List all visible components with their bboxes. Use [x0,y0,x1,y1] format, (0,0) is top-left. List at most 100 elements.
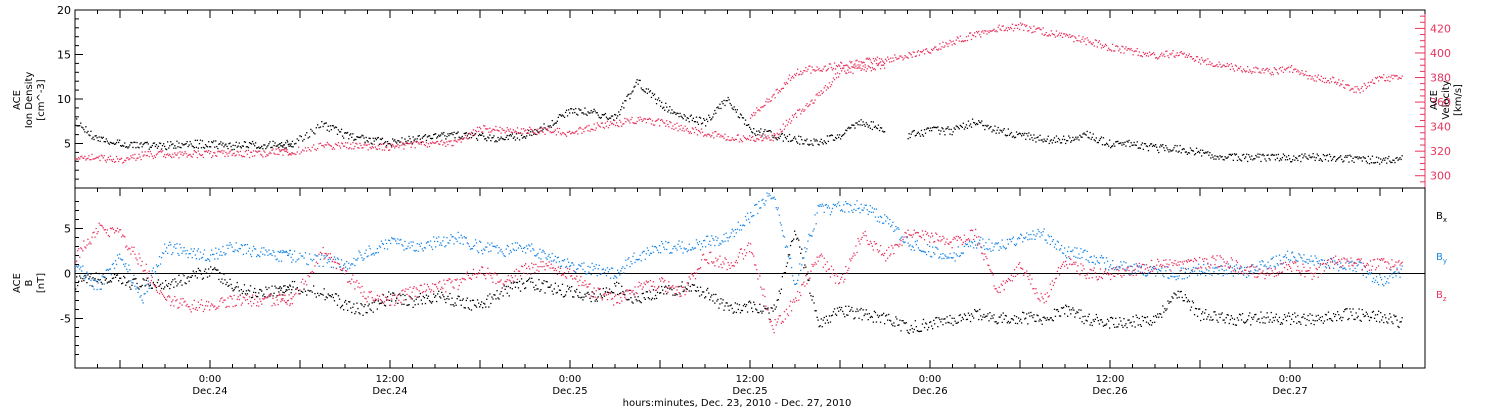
b-series-0-point [284,285,286,287]
b-series-0-point [1083,322,1085,325]
b-series-0-point [1021,322,1023,324]
b-series-1-point [451,236,453,238]
b-series-0-point [1246,320,1248,322]
b-series-0-point [1025,317,1027,319]
b-series-0-point [363,306,365,308]
top-series-1-point [513,131,516,133]
b-series-0-point [130,288,132,290]
b-series-1-point [944,254,946,256]
top-series-3-point [1338,157,1340,159]
b-series-0-point [579,291,581,294]
top-series-2-point [1304,73,1306,76]
top-series-1-point [182,154,184,156]
top-series-0-point [91,138,93,140]
b-series-0-point [338,298,341,300]
b-series-0-point [311,291,313,293]
b-series-0-point [1079,317,1081,319]
top-series-2-point [911,56,913,58]
top-series-1-point [516,127,519,129]
b-series-0-point [1028,312,1030,314]
top-series-1-point [576,130,578,132]
b-series-0-point [952,324,954,326]
top-series-0-point [396,142,398,144]
top-series-3-point [1163,147,1165,149]
b-series-1-point [523,247,525,249]
top-series-2-point [804,70,806,72]
top-series-3-point [1262,153,1264,155]
top-series-1-point [217,151,219,153]
top-series-1-point [265,155,267,158]
b-series-0-point [1196,315,1199,317]
b-series-0-point [108,281,111,283]
top-series-1-point [324,144,326,146]
b-series-1-point [609,277,612,279]
b-series-1-point [914,240,916,243]
top-series-3-point [1101,144,1104,146]
top-series-2-point [1305,70,1307,73]
b-series-1-point [797,279,799,281]
top-series-0-point [597,114,599,116]
top-series-3-point [1300,160,1302,163]
top-series-2-point [1278,68,1281,70]
top-series-2-point [835,65,838,67]
b-series-0-point [79,275,81,277]
b-series-0-point [791,240,794,242]
b-series-0-point [998,316,1000,318]
b-series-0-point [715,293,717,296]
b-series-0-point [1266,312,1268,314]
top-series-3-point [1301,153,1303,155]
b-series-1-point [586,272,588,275]
top-series-0-point [283,144,285,146]
top-series-3-point [1110,147,1112,149]
b-series-0-point [675,293,677,295]
top-series-3-point [1235,153,1238,155]
top-series-0-point [182,144,184,146]
top-series-1-point [599,126,601,128]
top-series-0-point [404,138,406,140]
b-series-1-point [307,264,309,266]
top-series-2-point [1283,68,1286,70]
top-series-0-point [723,99,725,102]
top-series-1-point [608,124,611,126]
b-series-0-point [543,280,545,282]
b-series-0-point [1135,314,1137,316]
top-series-0-point [388,143,390,145]
top-series-2-point [899,55,901,57]
b-series-0-point [642,292,644,294]
b-series-1-point [854,203,856,206]
top-series-1-point [579,126,581,129]
top-series-3-point [1086,130,1088,133]
top-series-1-point [391,146,393,148]
b-series-1-point [171,253,173,256]
b-series-1-point [596,275,598,277]
top-series-2-point [1020,22,1022,24]
b-series-1-point [751,215,753,218]
b-series-0-point [778,290,780,292]
b-series-1-point [947,256,949,258]
b-series-1-point [210,254,212,256]
b-series-0-point [794,230,796,232]
top-series-0-point [313,132,315,134]
b-series-1-point [683,247,685,249]
b-series-1-point [229,242,231,244]
b-series-0-point [163,288,165,290]
b-series-0-point [186,277,188,279]
top-series-0-point [406,142,408,145]
b-series-1-point [209,260,211,262]
top-series-1-point [685,129,687,131]
top-series-0-point [188,144,190,146]
top-series-1-point [502,129,504,131]
b-series-0-point [1127,319,1129,321]
top-series-0-point [154,145,157,148]
b-series-1-point [505,248,507,250]
b-series-1-point [833,204,836,206]
top-series-1-point [364,143,366,145]
top-series-3-point [1327,160,1330,162]
top-series-0-point [189,141,191,143]
top-series-0-point [819,140,821,143]
b-series-0-point [1315,315,1317,317]
b-series-1-point [91,278,93,280]
b-series-1-point [322,265,324,267]
top-series-0-point [724,104,726,107]
top-series-0-point [572,112,574,114]
